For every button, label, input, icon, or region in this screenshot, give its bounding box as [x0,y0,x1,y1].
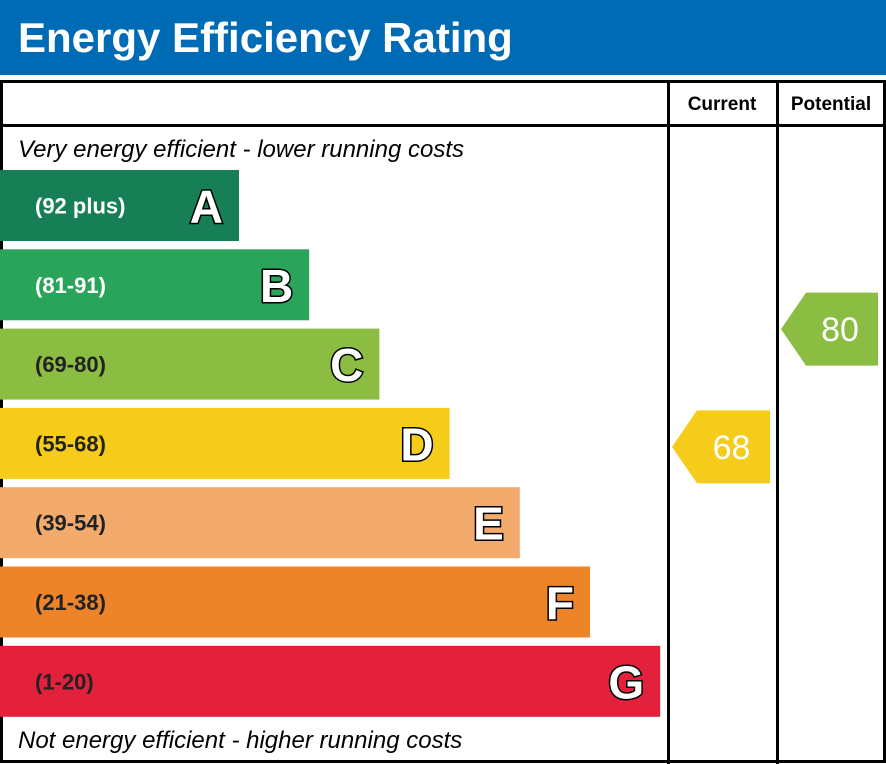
band-range: (39-54) [35,511,106,536]
top-note: Very energy efficient - lower running co… [18,136,464,163]
band-letter: F [546,577,574,629]
band-range: (55-68) [35,431,106,456]
band-letter: D [400,418,433,470]
potential-arrow-shape [781,292,878,366]
potential-rating-arrow: 80 [781,292,878,366]
column-header-current: Current [688,94,757,115]
current-rating-arrow: 68 [672,410,770,484]
bottom-note: Not energy efficient - higher running co… [18,727,462,754]
band-bar [0,487,520,559]
band-range: (92 plus) [35,194,125,219]
band-letter: E [473,498,504,550]
band-letter: C [330,339,363,391]
band-b: (81-91) B [0,249,310,321]
band-f: (21-38) F [0,566,590,638]
potential-rating-value: 80 [821,311,859,349]
band-letter: A [190,181,223,233]
band-letter: B [260,260,293,312]
band-range: (21-38) [35,590,106,615]
band-bar [0,249,310,321]
column-header-potential: Potential [791,94,871,115]
band-bar [0,566,590,638]
band-letter: G [608,656,644,708]
chart-title: Energy Efficiency Rating [18,14,513,61]
band-bar [0,170,239,241]
band-bar [0,328,380,400]
band-bar [0,407,450,479]
band-range: (81-91) [35,273,106,298]
band-e: (39-54) E [0,487,520,559]
band-range: (1-20) [35,669,94,694]
band-g: (1-20) G [0,645,661,717]
current-rating-value: 68 [713,429,751,467]
band-range: (69-80) [35,352,106,377]
title-banner [0,0,886,75]
band-c: (69-80) C [0,328,380,400]
current-arrow-shape [672,410,770,484]
band-a: (92 plus) A [0,170,239,241]
band-d: (55-68) D [0,407,450,479]
band-bar [0,645,661,717]
